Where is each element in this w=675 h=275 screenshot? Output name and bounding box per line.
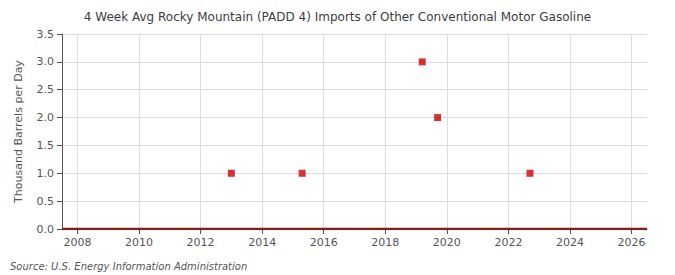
svg-text:Source: U.S. Energy Informatio: Source: U.S. Energy Information Administ… [10,261,247,272]
svg-text:2024: 2024 [556,236,584,249]
svg-text:1.0: 1.0 [37,167,55,180]
svg-text:0.0: 0.0 [37,223,55,236]
svg-text:2014: 2014 [248,236,276,249]
svg-text:2022: 2022 [494,236,522,249]
svg-text:0.5: 0.5 [37,195,55,208]
svg-text:Thousand Barrels per Day: Thousand Barrels per Day [12,60,25,204]
svg-text:2020: 2020 [433,236,461,249]
svg-text:4 Week Avg Rocky Mountain (PAD: 4 Week Avg Rocky Mountain (PADD 4) Impor… [84,10,591,24]
svg-text:2018: 2018 [371,236,399,249]
svg-text:3.5: 3.5 [37,28,55,41]
svg-text:2026: 2026 [618,236,646,249]
svg-text:3.0: 3.0 [37,55,55,68]
svg-text:2016: 2016 [310,236,338,249]
svg-text:1.5: 1.5 [37,139,55,152]
svg-text:2.5: 2.5 [37,83,55,96]
svg-text:2.0: 2.0 [37,111,55,124]
svg-text:2008: 2008 [63,236,91,249]
svg-text:2012: 2012 [187,236,215,249]
svg-text:2010: 2010 [125,236,153,249]
